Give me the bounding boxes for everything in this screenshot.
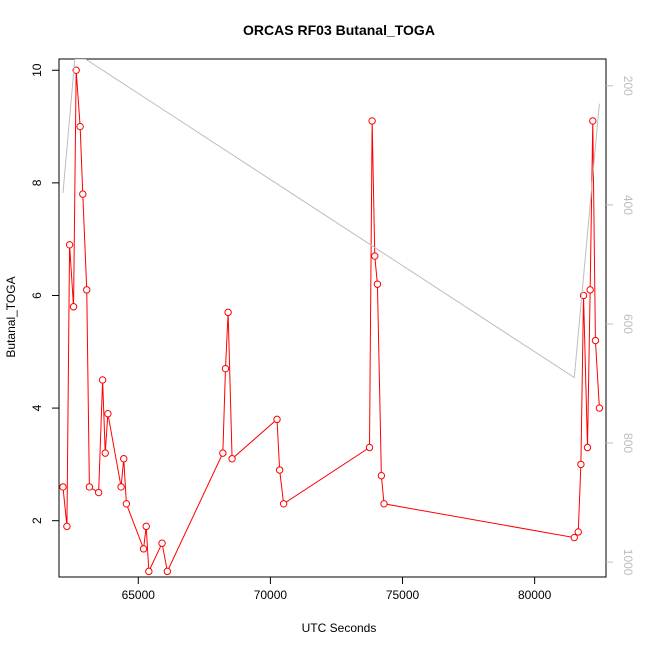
data-point-12 xyxy=(104,410,112,418)
y-right-tick-label-4: 1000 xyxy=(621,549,635,576)
data-point-8 xyxy=(85,483,94,491)
data-point-17 xyxy=(142,522,150,531)
x-axis-label: UTC Seconds xyxy=(302,621,377,635)
data-point-14 xyxy=(120,455,128,463)
data-point-13 xyxy=(117,483,125,491)
data-point-33 xyxy=(380,500,388,508)
data-point-32 xyxy=(377,471,386,480)
data-point-18 xyxy=(145,567,153,576)
data-point-38 xyxy=(583,443,592,452)
data-point-1 xyxy=(63,522,71,531)
plot-area xyxy=(59,59,604,576)
data-point-30 xyxy=(371,252,379,260)
y-right-tick-label-1: 400 xyxy=(621,195,635,215)
x-tick-label-2: 75000 xyxy=(386,588,420,602)
data-point-41 xyxy=(591,336,600,345)
y-tick-label-0: 2 xyxy=(30,517,44,524)
data-point-20 xyxy=(163,567,172,576)
chart-title: ORCAS RF03 Butanal_TOGA xyxy=(243,22,435,38)
y-axis-right: 200 400 600 800 1000 xyxy=(606,76,635,576)
y-right-tick-label-2: 600 xyxy=(621,314,635,334)
data-point-21 xyxy=(219,449,227,457)
data-point-0 xyxy=(59,483,67,491)
data-point-11 xyxy=(101,449,109,457)
x-tick-label-1: 70000 xyxy=(254,588,288,602)
data-point-28 xyxy=(365,443,374,452)
data-point-39 xyxy=(586,286,594,294)
y-axis: 2 4 6 8 10 xyxy=(30,63,59,524)
y-axis-label: Butanal_TOGA xyxy=(4,276,18,357)
x-tick-label-0: 65000 xyxy=(122,588,156,602)
data-point-42 xyxy=(595,404,604,412)
y-right-tick-label-3: 800 xyxy=(621,433,635,453)
data-point-6 xyxy=(79,190,87,198)
data-point-36 xyxy=(577,460,585,469)
plot-frame xyxy=(58,58,607,578)
data-point-16 xyxy=(139,545,148,553)
series-line xyxy=(62,70,600,573)
y-tick-label-4: 10 xyxy=(30,63,44,77)
x-axis: 65000 70000 75000 80000 xyxy=(122,577,552,602)
data-point-25 xyxy=(273,415,281,424)
data-point-22 xyxy=(221,364,230,373)
data-point-24 xyxy=(228,455,236,463)
secondary-series-line xyxy=(62,59,600,379)
data-point-2 xyxy=(65,241,74,249)
data-point-34 xyxy=(570,533,578,542)
data-point-15 xyxy=(122,500,131,508)
data-point-31 xyxy=(373,280,382,288)
y-tick-label-3: 8 xyxy=(30,179,44,186)
data-point-26 xyxy=(275,466,284,474)
y-tick-label-1: 4 xyxy=(30,404,44,411)
x-tick-label-3: 80000 xyxy=(518,588,552,602)
data-point-40 xyxy=(589,117,597,125)
data-point-35 xyxy=(574,528,582,536)
y-tick-label-2: 6 xyxy=(30,292,44,299)
data-point-10 xyxy=(98,376,107,384)
y-right-tick-label-0: 200 xyxy=(621,76,635,96)
data-point-27 xyxy=(279,500,288,508)
data-point-19 xyxy=(158,539,166,547)
data-point-23 xyxy=(224,308,232,317)
data-point-7 xyxy=(83,286,91,294)
data-point-9 xyxy=(94,488,103,497)
data-point-5 xyxy=(76,122,84,131)
data-point-4 xyxy=(72,66,80,74)
data-point-29 xyxy=(368,117,376,125)
data-point-3 xyxy=(69,303,78,311)
